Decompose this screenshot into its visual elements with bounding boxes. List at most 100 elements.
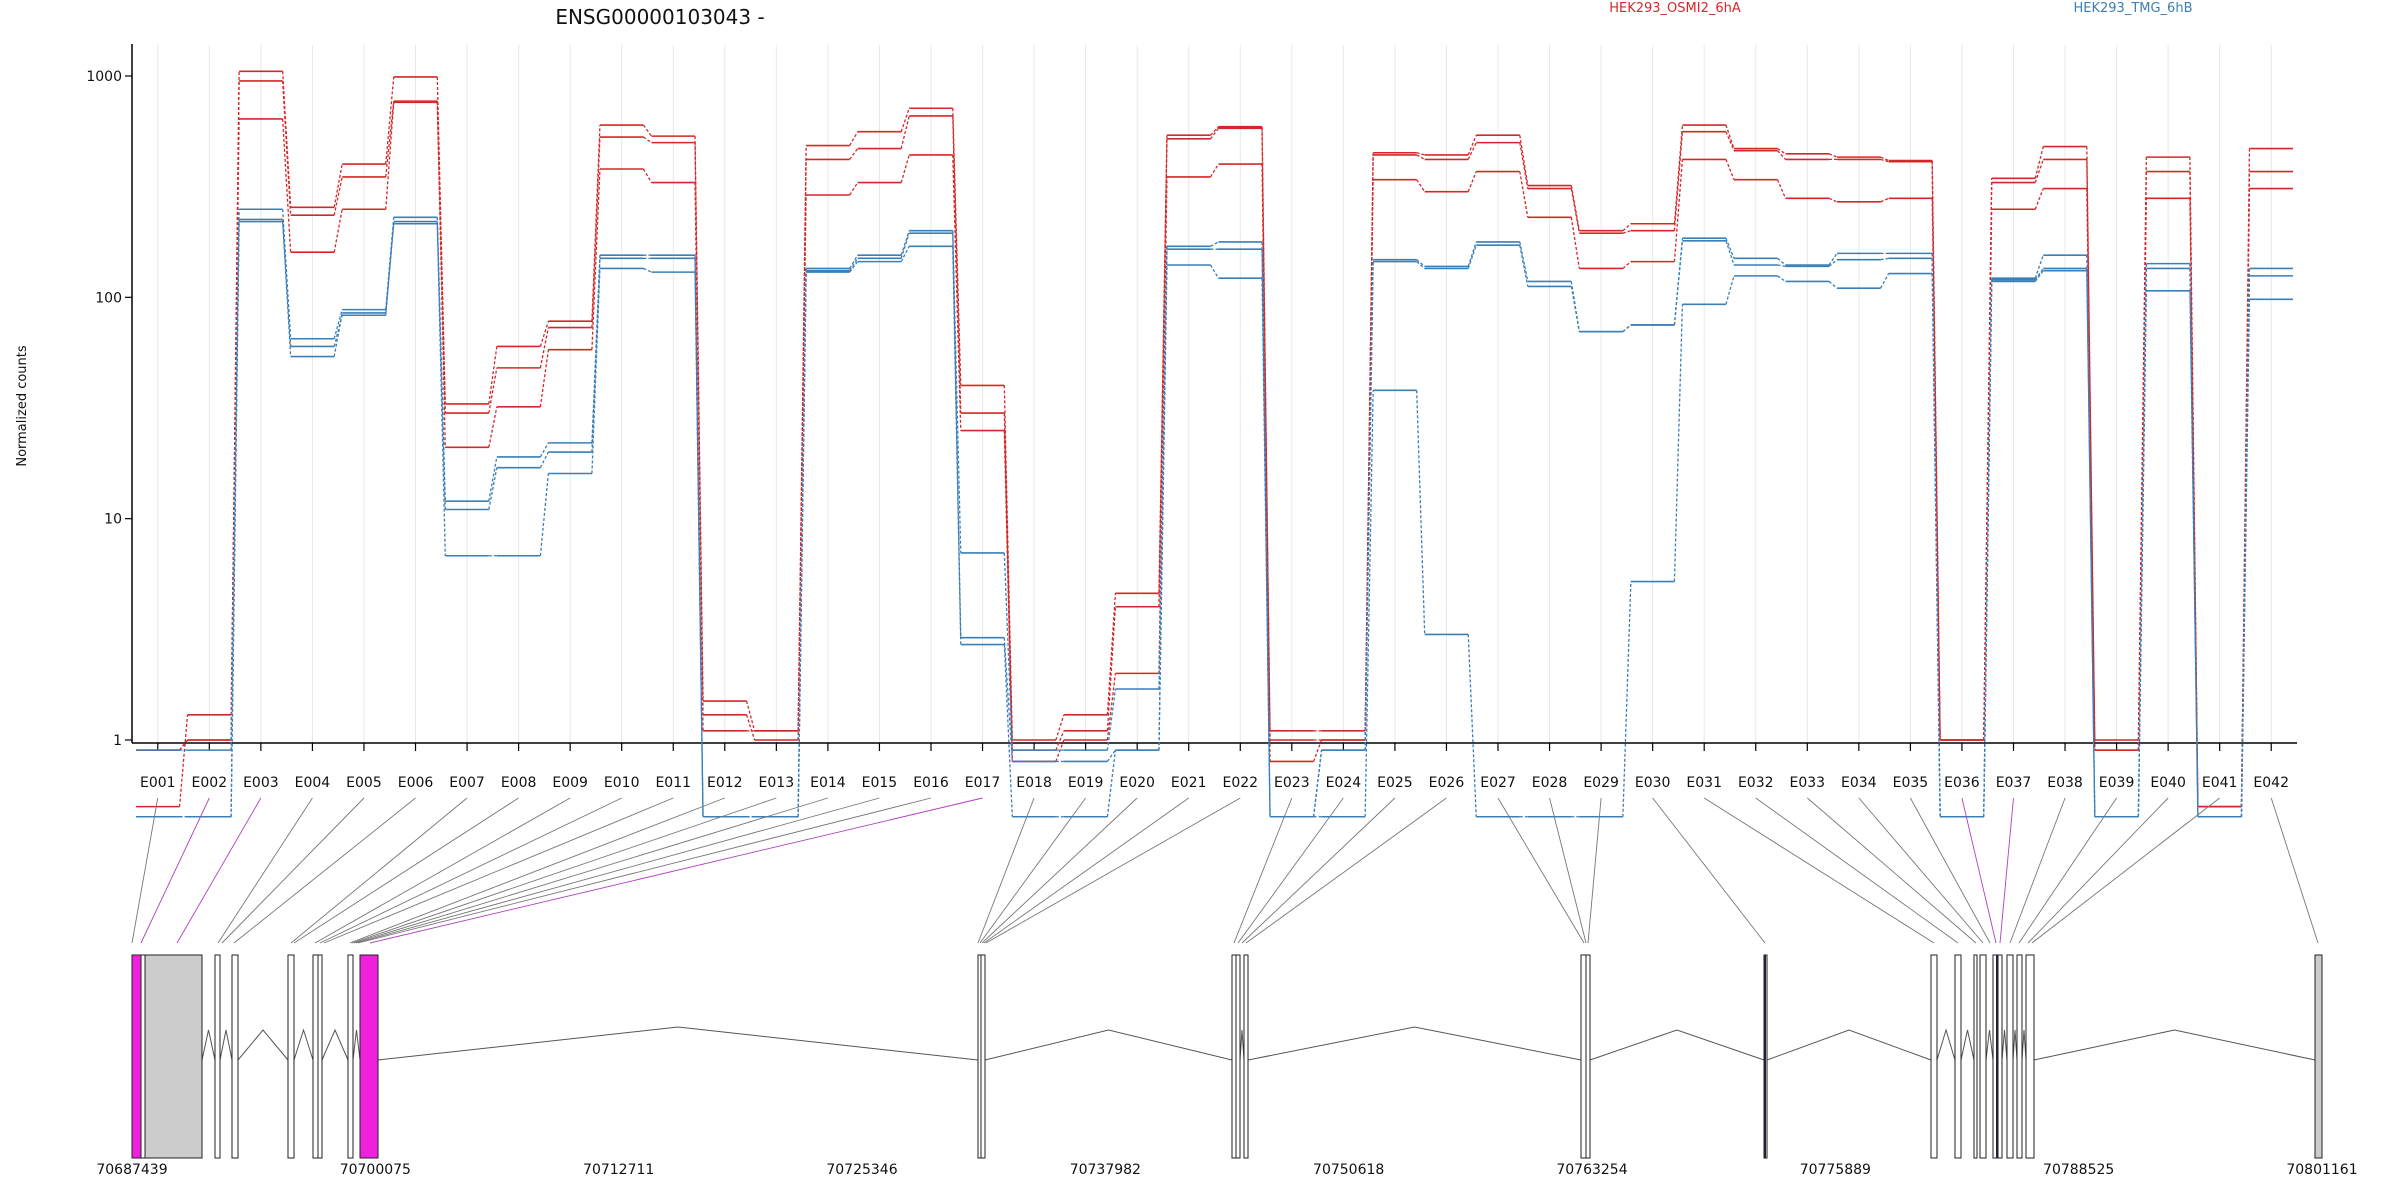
exon-connector: [314, 797, 571, 944]
transition-line: [1828, 197, 1838, 203]
transition-line: [488, 467, 498, 510]
exon-box: [2016, 954, 2023, 1159]
x-tick-label: E009: [552, 775, 588, 791]
transition-line: [539, 327, 550, 369]
x-tick-label: E026: [1429, 775, 1465, 791]
transition-line: [1777, 150, 1787, 160]
transition-line: [2086, 146, 2096, 741]
transition-line: [488, 346, 498, 404]
transition-line: [436, 223, 446, 556]
exon-connector: [2018, 797, 2117, 944]
transition-line: [1158, 138, 1168, 607]
transition-line: [1622, 223, 1632, 232]
exon-connector: [323, 797, 674, 944]
x-tick-label: E013: [759, 775, 795, 791]
transition-line: [281, 118, 292, 253]
gene-model: [131, 954, 2323, 1159]
transition-line: [952, 230, 962, 553]
transition-line: [281, 221, 292, 357]
coordinate-label: 70750618: [1313, 1162, 1384, 1178]
intron-line: [1589, 1029, 1765, 1061]
exon-box: [312, 954, 319, 1159]
x-tick-label: E031: [1686, 775, 1722, 791]
transition-line: [1880, 257, 1889, 261]
x-tick-label: E041: [2202, 775, 2238, 791]
transition-line: [1467, 634, 1477, 817]
transition-line: [952, 108, 962, 386]
transition-line: [1467, 142, 1477, 160]
y-tick-label: 1: [113, 733, 122, 749]
exon-box: [1231, 954, 1237, 1159]
exon-connector: [1858, 797, 1984, 944]
x-tick-label: E027: [1480, 775, 1516, 791]
series-a-0: [136, 70, 2293, 808]
x-tick-label: E036: [1944, 775, 1980, 791]
transition-line: [694, 182, 704, 731]
exon-box: [347, 954, 354, 1159]
transition-line: [1777, 148, 1786, 155]
exon-box: [1930, 954, 1938, 1159]
exon-connector: [355, 797, 880, 944]
x-tick-label: E038: [2047, 775, 2083, 791]
transition-line: [1055, 739, 1065, 762]
intron-line: [984, 1029, 1233, 1061]
transition-line: [1312, 739, 1323, 762]
intron-line: [377, 1026, 979, 1061]
transition-line: [1777, 275, 1786, 282]
coordinate-label: 70737982: [1070, 1162, 1141, 1178]
transition-line: [1880, 156, 1889, 162]
exon-box: [1973, 954, 1978, 1159]
intron-line: [321, 1028, 349, 1061]
transition-line: [849, 131, 859, 146]
transition-line: [2086, 188, 2096, 751]
exon-connector: [1233, 797, 1293, 944]
transition-line: [2240, 188, 2251, 807]
coordinate-label: 70788525: [2043, 1162, 2114, 1178]
x-tick-label: E017: [965, 775, 1001, 791]
exon-mark: [1764, 955, 1766, 1158]
exon-box: [140, 954, 146, 1159]
transition-line: [488, 367, 498, 414]
transition-line: [1880, 158, 1889, 163]
chart-title: ENSG00000103043 -: [555, 5, 764, 29]
transition-line: [178, 714, 189, 807]
transition-line: [1777, 264, 1786, 268]
coordinate-label: 70700075: [340, 1162, 411, 1178]
transition-line: [1055, 714, 1065, 741]
x-tick-label: E016: [913, 775, 949, 791]
transition-line: [1673, 240, 1684, 326]
transition-line: [539, 451, 549, 468]
exon-box: [214, 954, 221, 1159]
transition-line: [2034, 270, 2044, 282]
exon-box: [1979, 954, 1987, 1159]
transition-line: [2034, 188, 2044, 210]
transition-line: [1312, 750, 1323, 817]
transition-line: [1261, 278, 1271, 817]
transition-line: [539, 349, 550, 407]
x-tick-label: E018: [1016, 775, 1052, 791]
transition-line: [797, 194, 807, 731]
intron-line: [1960, 1029, 1975, 1061]
x-tick-label: E007: [449, 775, 485, 791]
exon-connector: [1703, 797, 1935, 944]
transition-line: [1725, 237, 1735, 259]
transition-line: [436, 76, 446, 404]
transition-line: [1003, 637, 1013, 762]
intron-line: [2021, 1029, 2027, 1061]
x-tick-label: E029: [1583, 775, 1619, 791]
exon-connector: [979, 797, 1086, 944]
transition-line: [1106, 606, 1117, 731]
transition-line: [1416, 179, 1426, 193]
transition-line: [1261, 164, 1271, 762]
transition-line: [539, 473, 550, 556]
transition-line: [436, 221, 446, 510]
transition-line: [1725, 124, 1735, 149]
transition-line: [1416, 261, 1426, 269]
x-tick-label: E005: [346, 775, 382, 791]
exon-box: [359, 954, 379, 1159]
transition-line: [1983, 281, 1993, 817]
transition-line: [539, 442, 549, 458]
exon-connector: [233, 797, 416, 944]
exon-box: [980, 954, 986, 1159]
intron-line: [219, 1029, 233, 1061]
